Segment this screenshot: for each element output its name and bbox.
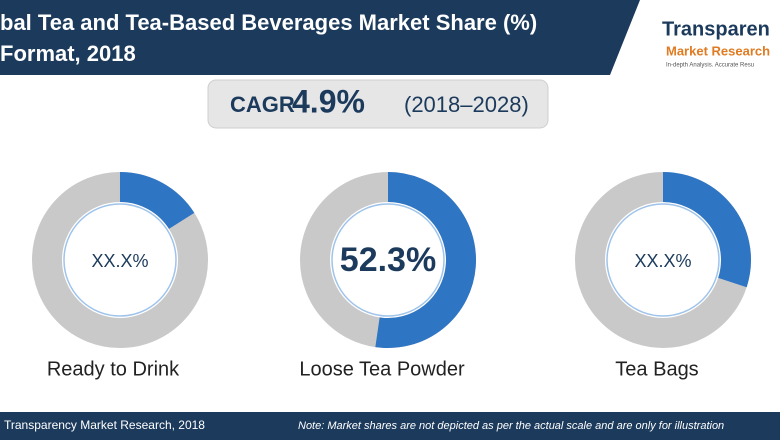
title-line: bal Tea and Tea-Based Beverages Market S… bbox=[0, 10, 537, 35]
footer-bar bbox=[0, 412, 780, 440]
value-label: XX.X% bbox=[91, 251, 148, 271]
donut-center bbox=[63, 203, 177, 317]
footer-source: Transparency Market Research, 2018 bbox=[4, 418, 205, 432]
value-label: XX.X% bbox=[634, 251, 691, 271]
donut-segment bbox=[119, 172, 195, 230]
category-label: Ready to Drink bbox=[47, 358, 180, 380]
donut-center bbox=[331, 203, 445, 317]
value-label: 52.3% bbox=[340, 241, 436, 279]
cagr-period: (2018–2028) bbox=[404, 92, 529, 117]
donut-segment bbox=[375, 172, 476, 348]
footer-note: Note: Market shares are not depicted as … bbox=[298, 420, 724, 432]
title-bar bbox=[0, 0, 640, 75]
logo-name: Transparen bbox=[662, 18, 770, 40]
logo-name: Market Research bbox=[666, 43, 770, 58]
cagr-value: 4.9% bbox=[292, 83, 365, 119]
category-label: Loose Tea Powder bbox=[299, 358, 465, 380]
donut-center bbox=[606, 203, 720, 317]
title-line: Format, 2018 bbox=[0, 41, 136, 66]
category-label: Tea Bags bbox=[615, 358, 698, 380]
donut-segment bbox=[662, 172, 751, 288]
cagr-box bbox=[207, 79, 549, 129]
logo-tagline: In-depth Analysis. Accurate Resu bbox=[666, 63, 754, 69]
cagr-label: CAGR bbox=[230, 92, 295, 117]
